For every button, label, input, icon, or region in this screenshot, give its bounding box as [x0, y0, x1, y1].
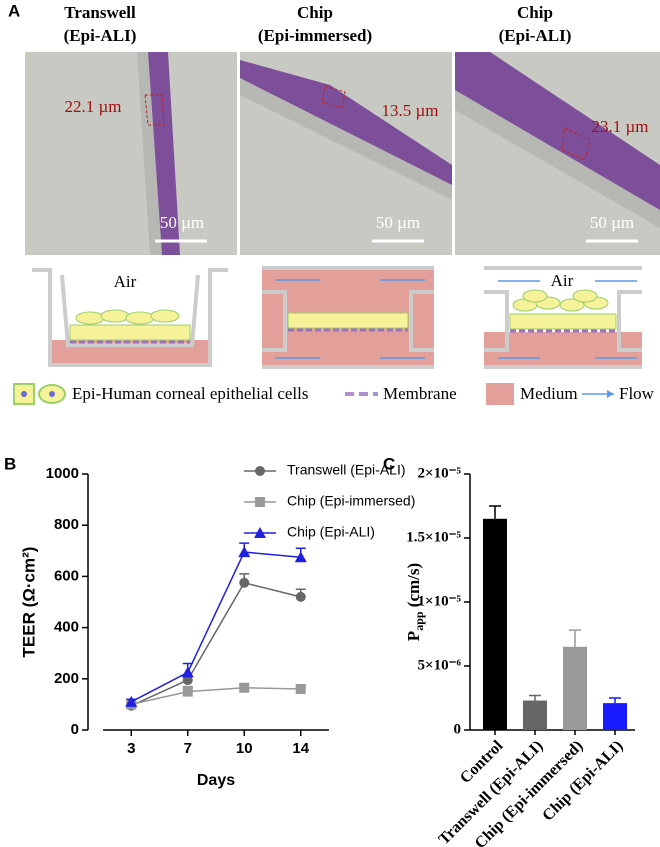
column-title: Chip [517, 3, 553, 22]
y-axis-label-main: P [404, 631, 423, 641]
air-label: Air [551, 271, 574, 290]
x-axis-label: Days [197, 772, 235, 789]
y-axis-label-sub: app [412, 611, 426, 631]
thickness-label: 23.1 µm [591, 117, 648, 136]
point [182, 686, 193, 697]
column-title: Chip [297, 3, 333, 22]
x-tick-label: 14 [292, 740, 309, 757]
column-title: Transwell [64, 3, 136, 22]
panel-label: B [4, 454, 16, 473]
column-subtitle: (Epi-immersed) [258, 26, 372, 45]
point [125, 695, 138, 707]
micrograph [455, 52, 660, 255]
micrograph [240, 52, 452, 255]
bar [603, 703, 627, 730]
y-tick-label: 1.5×10⁻⁵ [406, 529, 461, 545]
bar [523, 700, 547, 730]
schematic-transwell [32, 268, 228, 367]
y-tick-label: 1000 [46, 465, 79, 482]
legend-label: Membrane [383, 384, 457, 403]
scale-label: 50 µm [376, 213, 420, 232]
schematic-chip-immersed [262, 266, 434, 369]
y-tick-label: 600 [54, 567, 79, 584]
y-tick-label: 2×10⁻⁵ [418, 465, 462, 481]
y-axis-label: TEER (Ω·cm²) [19, 547, 38, 658]
point [294, 551, 307, 563]
y-axis-label-unit: (cm/s) [404, 563, 423, 612]
series-line [130, 551, 301, 703]
legend-marker [255, 466, 265, 476]
series-line [131, 687, 301, 706]
point [181, 666, 194, 678]
legend-marker [254, 527, 266, 538]
bar [483, 518, 507, 730]
error-bar [489, 505, 501, 519]
column-subtitle: (Epi-ALI) [499, 26, 572, 45]
thickness-label: 22.1 µm [64, 97, 121, 116]
panel-label: C [383, 454, 395, 473]
x-tick-label: 7 [184, 740, 192, 757]
scale-label: 50 µm [160, 213, 204, 232]
y-tick-label: 0 [454, 721, 462, 737]
legend-label: Chip (Epi-ALI) [287, 524, 375, 540]
legend-label: Transwell (Epi-ALI) [287, 462, 406, 478]
x-tick-label: 3 [127, 740, 135, 757]
y-tick-label: 200 [54, 670, 79, 687]
y-tick-label: 5×10⁻⁶ [418, 657, 462, 673]
error-bar [529, 694, 541, 701]
point [182, 675, 193, 686]
schematic-chip-ali [484, 266, 642, 369]
legend-label: Medium [520, 384, 578, 403]
panel-label: A [8, 1, 20, 20]
y-tick-label: 400 [54, 619, 79, 636]
micrograph [25, 52, 237, 255]
point [295, 591, 306, 602]
legend-icons [13, 383, 614, 405]
scale-label: 50 µm [590, 213, 634, 232]
column-subtitle: (Epi-ALI) [64, 26, 137, 45]
point [238, 546, 251, 558]
error-bar [609, 697, 621, 704]
legend-label: Chip (Epi-immersed) [287, 493, 415, 509]
y-tick-label: 800 [54, 516, 79, 533]
point [239, 682, 250, 693]
thickness-label: 13.5 µm [381, 101, 438, 120]
y-axis-label: Papp (cm/s) [404, 563, 426, 641]
legend-marker [255, 497, 265, 507]
bar [563, 646, 587, 730]
legend-label: Epi-Human corneal epithelial cells [72, 384, 309, 403]
point [295, 684, 306, 695]
y-tick-label: 0 [71, 721, 79, 738]
x-tick-label: 10 [236, 740, 253, 757]
legend-label: Flow [619, 384, 655, 403]
y-tick-label: 1×10⁻⁵ [418, 593, 462, 609]
series-line [130, 581, 301, 707]
point [239, 577, 250, 588]
error-bar [569, 629, 581, 647]
air-label: Air [114, 272, 137, 291]
